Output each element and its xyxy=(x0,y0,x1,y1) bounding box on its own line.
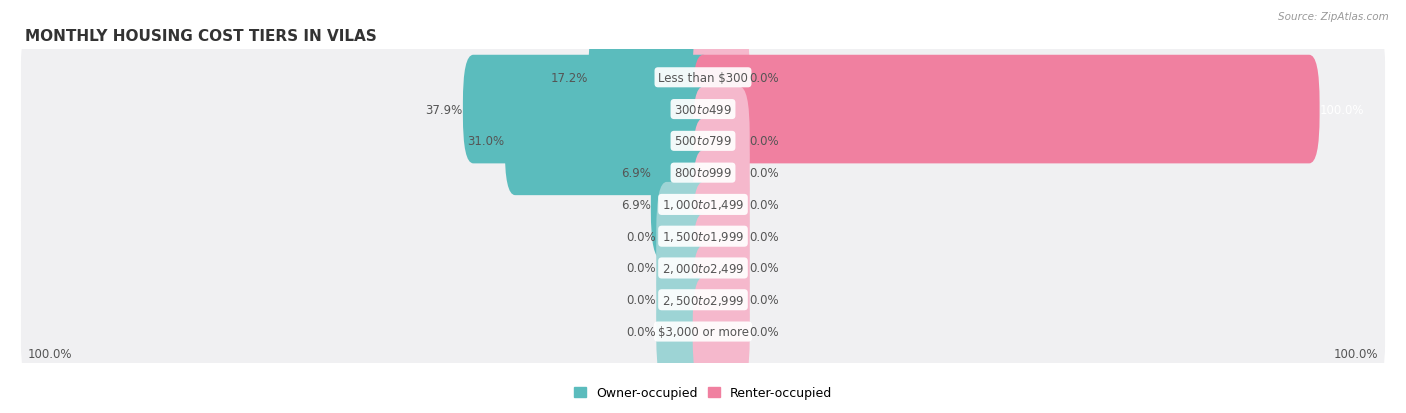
Text: $2,500 to $2,999: $2,500 to $2,999 xyxy=(662,293,744,307)
FancyBboxPatch shape xyxy=(21,287,1385,376)
FancyBboxPatch shape xyxy=(21,192,1385,281)
Legend: Owner-occupied, Renter-occupied: Owner-occupied, Renter-occupied xyxy=(568,381,838,404)
FancyBboxPatch shape xyxy=(693,87,749,196)
Text: MONTHLY HOUSING COST TIERS IN VILAS: MONTHLY HOUSING COST TIERS IN VILAS xyxy=(25,29,377,44)
Text: Less than $300: Less than $300 xyxy=(658,71,748,85)
FancyBboxPatch shape xyxy=(693,278,749,386)
FancyBboxPatch shape xyxy=(693,214,749,323)
Text: $3,000 or more: $3,000 or more xyxy=(658,325,748,338)
Text: Source: ZipAtlas.com: Source: ZipAtlas.com xyxy=(1278,12,1389,22)
FancyBboxPatch shape xyxy=(21,224,1385,313)
Text: 0.0%: 0.0% xyxy=(749,135,779,148)
FancyBboxPatch shape xyxy=(657,214,713,323)
FancyBboxPatch shape xyxy=(657,278,713,386)
FancyBboxPatch shape xyxy=(21,34,1385,123)
Text: 0.0%: 0.0% xyxy=(627,230,657,243)
FancyBboxPatch shape xyxy=(693,24,749,132)
Text: 0.0%: 0.0% xyxy=(749,262,779,275)
Text: 100.0%: 100.0% xyxy=(1320,103,1364,116)
FancyBboxPatch shape xyxy=(657,246,713,354)
Text: $1,500 to $1,999: $1,500 to $1,999 xyxy=(662,230,744,244)
Text: 100.0%: 100.0% xyxy=(1334,347,1378,361)
FancyBboxPatch shape xyxy=(693,183,749,291)
Text: 0.0%: 0.0% xyxy=(627,262,657,275)
Text: 6.9%: 6.9% xyxy=(621,198,651,211)
Text: 0.0%: 0.0% xyxy=(749,294,779,306)
FancyBboxPatch shape xyxy=(463,56,713,164)
Text: 0.0%: 0.0% xyxy=(749,167,779,180)
Text: 0.0%: 0.0% xyxy=(627,325,657,338)
FancyBboxPatch shape xyxy=(21,65,1385,154)
Text: 0.0%: 0.0% xyxy=(749,71,779,85)
Text: 37.9%: 37.9% xyxy=(426,103,463,116)
FancyBboxPatch shape xyxy=(693,246,749,354)
FancyBboxPatch shape xyxy=(21,129,1385,218)
FancyBboxPatch shape xyxy=(588,24,713,132)
Text: 0.0%: 0.0% xyxy=(749,230,779,243)
Text: 17.2%: 17.2% xyxy=(551,71,588,85)
FancyBboxPatch shape xyxy=(505,87,713,196)
Text: $1,000 to $1,499: $1,000 to $1,499 xyxy=(662,198,744,212)
Text: 31.0%: 31.0% xyxy=(468,135,505,148)
Text: 6.9%: 6.9% xyxy=(621,167,651,180)
Text: 0.0%: 0.0% xyxy=(627,294,657,306)
FancyBboxPatch shape xyxy=(693,151,749,259)
FancyBboxPatch shape xyxy=(651,151,713,259)
FancyBboxPatch shape xyxy=(657,183,713,291)
Text: 100.0%: 100.0% xyxy=(28,347,72,361)
Text: $2,000 to $2,499: $2,000 to $2,499 xyxy=(662,261,744,275)
FancyBboxPatch shape xyxy=(693,56,1320,164)
Text: $300 to $499: $300 to $499 xyxy=(673,103,733,116)
FancyBboxPatch shape xyxy=(693,119,749,228)
Text: $800 to $999: $800 to $999 xyxy=(673,167,733,180)
Text: 0.0%: 0.0% xyxy=(749,198,779,211)
FancyBboxPatch shape xyxy=(21,161,1385,249)
FancyBboxPatch shape xyxy=(21,97,1385,186)
Text: 0.0%: 0.0% xyxy=(749,325,779,338)
Text: $500 to $799: $500 to $799 xyxy=(673,135,733,148)
FancyBboxPatch shape xyxy=(651,119,713,228)
FancyBboxPatch shape xyxy=(21,256,1385,344)
